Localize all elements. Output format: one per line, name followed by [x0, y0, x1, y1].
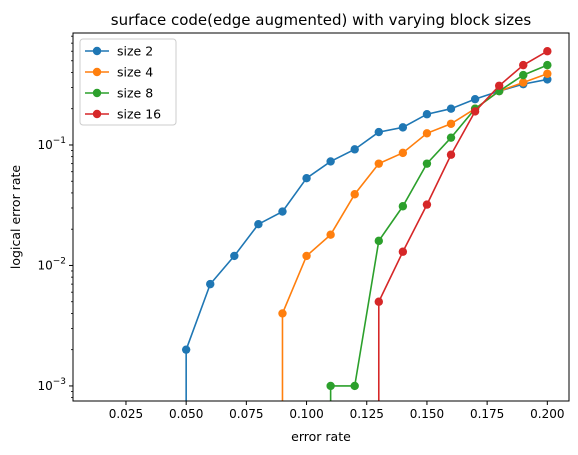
series-size-2 — [181, 75, 552, 401]
y-axis-label: logical error rate — [8, 165, 23, 269]
data-point — [326, 381, 335, 391]
data-point — [230, 251, 239, 261]
data-point — [254, 220, 263, 229]
y-tick-label: 10−2 — [37, 256, 66, 272]
y-tick-label: 10−1 — [37, 136, 66, 152]
data-point — [278, 309, 287, 318]
legend-marker — [92, 46, 102, 56]
y-tick-base: 10 — [37, 379, 52, 393]
data-point — [374, 127, 383, 137]
x-axis-label: error rate — [291, 429, 351, 444]
x-tick-label: 0.075 — [229, 407, 263, 421]
data-point — [350, 145, 359, 154]
data-point — [302, 251, 311, 261]
y-tick-base: 10 — [37, 258, 52, 272]
y-tick-base: 10 — [37, 138, 52, 152]
data-point — [206, 279, 215, 289]
data-point — [326, 230, 335, 239]
data-point — [326, 157, 335, 166]
x-tick-label: 0.050 — [169, 407, 203, 421]
data-point — [446, 150, 456, 159]
data-point — [422, 159, 432, 168]
legend-item: size 8 — [85, 86, 153, 101]
data-point — [470, 107, 480, 116]
data-point — [519, 60, 528, 70]
data-point — [181, 345, 191, 354]
legend: size 2 size 4 size 8 size 16 — [79, 38, 177, 126]
data-point — [374, 297, 383, 306]
x-tick-label: 0.125 — [350, 407, 384, 421]
data-point — [446, 133, 456, 142]
data-point — [350, 190, 359, 199]
data-point — [446, 119, 456, 128]
legend-item: size 16 — [85, 107, 161, 122]
legend-label: size 4 — [117, 65, 153, 80]
plot-frame — [72, 32, 570, 402]
legend-marker — [92, 67, 102, 77]
x-tick-label: 0.100 — [289, 407, 323, 421]
y-tick-exponent: −3 — [53, 377, 66, 387]
legend-box — [79, 38, 177, 126]
data-point — [543, 60, 552, 70]
data-point — [350, 381, 359, 391]
data-point — [543, 69, 552, 78]
data-point — [422, 110, 432, 119]
legend-label: size 2 — [117, 44, 153, 59]
data-point — [398, 247, 408, 256]
x-tick-label: 0.175 — [470, 407, 504, 421]
data-point — [398, 123, 408, 132]
data-point — [302, 173, 311, 183]
series-size-8 — [326, 60, 552, 401]
y-tick-exponent: −2 — [53, 256, 66, 266]
legend-item: size 4 — [85, 65, 153, 80]
x-axis-ticks: 0.025 0.050 0.075 0.100 0.125 0.150 0.175 0.200 — [109, 401, 565, 421]
x-tick-label: 0.025 — [109, 407, 143, 421]
data-point — [446, 104, 456, 113]
data-point — [398, 148, 408, 158]
data-point — [519, 78, 528, 87]
legend-label: size 8 — [117, 86, 153, 101]
y-axis-ticks: 10−310−210−1 — [37, 35, 73, 399]
data-point — [422, 200, 432, 209]
legend-label: size 16 — [117, 107, 161, 122]
legend-item: size 2 — [85, 44, 153, 59]
data-point — [374, 236, 383, 246]
legend-marker — [92, 88, 102, 98]
series-layer — [181, 47, 552, 401]
x-tick-label: 0.200 — [530, 407, 564, 421]
data-point — [278, 207, 287, 216]
y-tick-label: 10−3 — [37, 377, 66, 393]
series-size-16 — [374, 47, 552, 401]
data-point — [470, 94, 480, 104]
y-tick-exponent: −1 — [53, 136, 66, 146]
chart-title: surface code(edge augmented) with varyin… — [111, 11, 532, 29]
data-point — [494, 81, 504, 90]
data-point — [543, 47, 552, 56]
data-point — [519, 70, 528, 80]
data-point — [374, 159, 383, 168]
data-point — [398, 202, 408, 211]
legend-marker — [92, 109, 102, 119]
x-tick-label: 0.150 — [410, 407, 444, 421]
data-point — [422, 129, 432, 138]
